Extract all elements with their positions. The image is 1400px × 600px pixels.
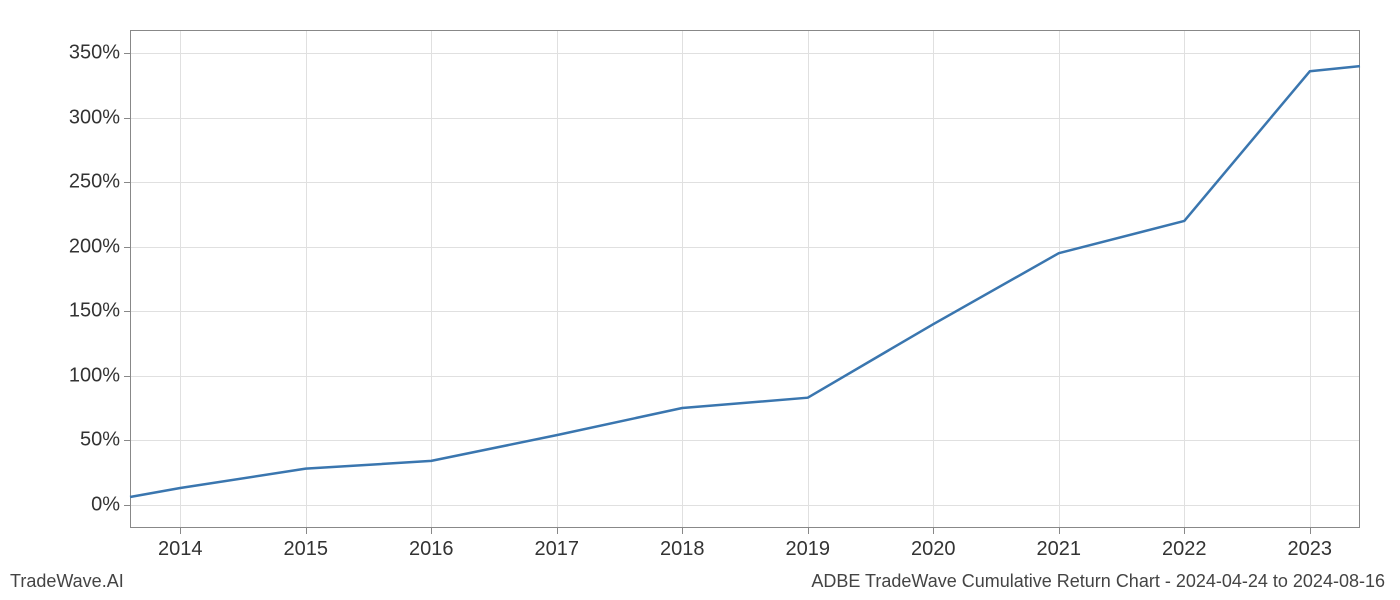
x-tick-mark (1059, 528, 1060, 534)
chart-svg (130, 30, 1360, 528)
line-series (130, 66, 1360, 497)
y-tick-label: 0% (91, 493, 120, 516)
y-tick-label: 250% (69, 171, 120, 194)
x-tick-label: 2014 (158, 538, 203, 561)
chart-container: 0% 50% 100% 150% 200% 250% 300% 350% 2014 2015 201… (0, 0, 1400, 600)
x-tick-mark (180, 528, 181, 534)
x-tick-label: 2020 (911, 538, 956, 561)
x-tick-mark (306, 528, 307, 534)
x-tick-label: 2019 (786, 538, 831, 561)
x-tick-mark (1310, 528, 1311, 534)
x-tick-mark (1184, 528, 1185, 534)
x-tick-mark (808, 528, 809, 534)
y-tick-label: 150% (69, 300, 120, 323)
y-tick-label: 50% (80, 429, 120, 452)
x-tick-mark (557, 528, 558, 534)
y-tick-label: 200% (69, 235, 120, 258)
x-tick-label: 2015 (283, 538, 328, 561)
y-tick-label: 100% (69, 364, 120, 387)
x-tick-label: 2023 (1288, 538, 1333, 561)
x-tick-label: 2018 (660, 538, 705, 561)
x-tick-mark (682, 528, 683, 534)
y-tick-label: 300% (69, 106, 120, 129)
x-tick-label: 2016 (409, 538, 454, 561)
footer-caption: ADBE TradeWave Cumulative Return Chart -… (811, 571, 1385, 592)
x-tick-label: 2022 (1162, 538, 1207, 561)
x-tick-label: 2017 (534, 538, 579, 561)
footer-brand: TradeWave.AI (10, 571, 124, 592)
y-tick-label: 350% (69, 42, 120, 65)
plot-area: 0%50%100%150%200%250%300%350%20142015201… (130, 30, 1360, 528)
x-tick-mark (933, 528, 934, 534)
x-tick-label: 2021 (1037, 538, 1082, 561)
x-tick-mark (431, 528, 432, 534)
